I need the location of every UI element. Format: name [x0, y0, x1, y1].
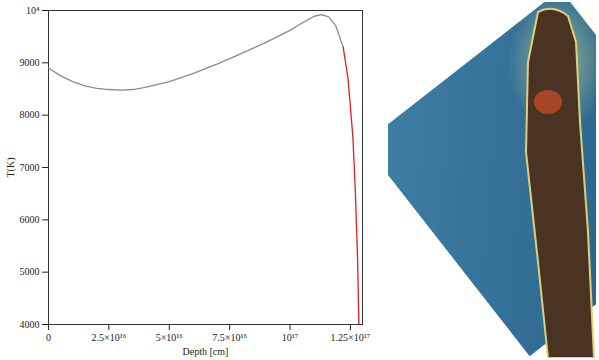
svg-text:7.5×10¹⁶: 7.5×10¹⁶ — [212, 332, 247, 343]
svg-text:7000: 7000 — [20, 162, 40, 173]
svg-text:5000: 5000 — [20, 266, 40, 277]
svg-text:10⁴: 10⁴ — [26, 5, 40, 16]
svg-text:4000: 4000 — [20, 319, 40, 330]
svg-text:2.5×10¹⁶: 2.5×10¹⁶ — [92, 332, 127, 343]
svg-text:5×10¹⁶: 5×10¹⁶ — [156, 332, 184, 343]
svg-text:9000: 9000 — [20, 57, 40, 68]
svg-text:T(K): T(K) — [5, 158, 17, 178]
svg-text:Depth [cm]: Depth [cm] — [183, 346, 229, 357]
svg-text:8000: 8000 — [20, 109, 40, 120]
svg-text:0: 0 — [46, 332, 51, 343]
svg-text:10¹⁷: 10¹⁷ — [282, 332, 299, 343]
svg-text:6000: 6000 — [20, 214, 40, 225]
svg-text:1.25×10¹⁷: 1.25×10¹⁷ — [331, 332, 371, 343]
